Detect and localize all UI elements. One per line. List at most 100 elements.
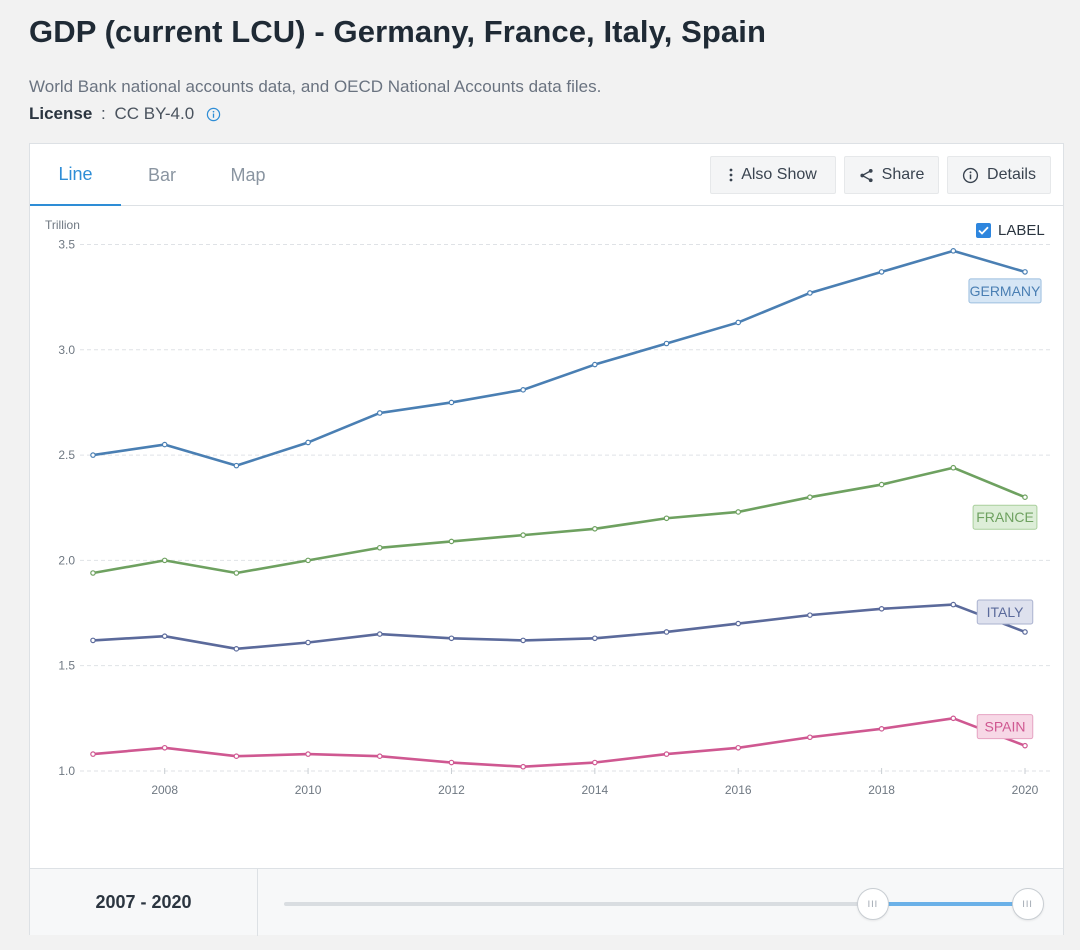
page-title: GDP (current LCU) - Germany, France, Ita…	[29, 14, 767, 49]
data-point-france	[878, 481, 885, 488]
data-point-spain	[735, 744, 742, 751]
data-point-germany	[161, 441, 168, 448]
x-tick-label: 2018	[868, 783, 895, 797]
data-point-germany	[592, 361, 598, 368]
y-tick-label: 3.0	[58, 343, 75, 357]
y-tick-label: 3.5	[58, 238, 75, 252]
data-point-france	[663, 515, 670, 522]
source-text: World Bank national accounts data, and O…	[29, 77, 602, 96]
data-point-spain	[520, 763, 526, 770]
checkbox-checked-icon[interactable]	[976, 223, 991, 238]
data-point-france	[807, 494, 813, 501]
x-tick-label: 2016	[725, 783, 752, 797]
series-label-italy: ITALY	[987, 604, 1024, 620]
data-point-france	[305, 557, 311, 564]
data-point-italy	[878, 606, 885, 612]
label-toggle-text: LABEL	[998, 222, 1045, 239]
data-point-spain	[161, 744, 168, 751]
data-point-germany	[807, 290, 813, 296]
data-point-spain	[950, 715, 957, 722]
data-point-germany	[305, 439, 311, 446]
x-tick-label: 2012	[438, 783, 465, 797]
details-button[interactable]: Details	[947, 156, 1051, 194]
info-circle-icon[interactable]	[206, 107, 221, 122]
data-point-italy	[376, 631, 383, 637]
tab-bar-chart[interactable]: Bar	[147, 164, 176, 185]
license-value: CC BY-4.0	[114, 104, 195, 123]
data-point-italy	[90, 637, 96, 644]
label-toggle[interactable]: LABEL	[976, 222, 1045, 239]
data-point-italy	[448, 635, 455, 642]
data-point-italy	[233, 646, 240, 652]
y-tick-label: 2.0	[58, 553, 75, 567]
details-label: Details	[987, 166, 1036, 183]
range-slider-start-handle[interactable]: III	[856, 888, 889, 920]
chart-card: Line Bar Map Also Show Share Details Tri…	[29, 143, 1064, 936]
series-label-germany: GERMANY	[970, 283, 1041, 299]
data-point-france	[376, 544, 383, 551]
data-point-spain	[90, 751, 96, 757]
also-show-label: Also Show	[741, 166, 817, 183]
data-point-spain	[448, 759, 455, 766]
series-label-france: FRANCE	[976, 509, 1034, 525]
data-point-germany	[1022, 269, 1028, 275]
data-point-spain	[878, 726, 885, 732]
range-footer: 2007 - 2020 III III	[30, 868, 1063, 936]
license-label: License	[29, 104, 93, 123]
x-tick-label: 2020	[1012, 783, 1039, 797]
data-point-italy	[592, 635, 598, 642]
data-point-germany	[950, 248, 957, 254]
data-point-france	[1022, 494, 1028, 501]
y-axis-unit-label: Trillion	[45, 218, 80, 232]
data-point-spain	[376, 753, 383, 760]
license-separator: :	[96, 104, 111, 123]
data-point-germany	[448, 399, 455, 406]
data-point-spain	[305, 751, 311, 757]
vertical-dots-icon	[729, 168, 733, 182]
also-show-button[interactable]: Also Show	[710, 156, 836, 194]
data-point-italy	[520, 637, 526, 644]
share-label: Share	[881, 166, 925, 183]
range-slider-track[interactable]	[284, 902, 1039, 906]
y-tick-label: 2.5	[58, 448, 75, 462]
series-line-france	[92, 466, 1026, 575]
data-point-germany	[735, 319, 742, 326]
data-point-germany	[376, 410, 383, 416]
data-point-france	[233, 570, 240, 576]
line-chart: 1.0 1.5 2.0 2.5 3.0 3.5 2008 2010 2012 2014 2016 20…	[58, 238, 1052, 797]
data-point-spain	[1022, 742, 1028, 749]
data-point-germany	[233, 462, 240, 469]
data-point-italy	[663, 629, 670, 635]
data-point-france	[90, 570, 96, 576]
series-label-box-italy	[976, 599, 1034, 625]
tab-map[interactable]: Map	[230, 164, 266, 185]
data-point-italy	[950, 601, 957, 608]
series-label-box-france	[972, 504, 1038, 530]
x-tick-label: 2008	[151, 783, 178, 797]
series-line-germany	[92, 249, 1026, 467]
data-point-germany	[520, 387, 526, 393]
data-point-france	[950, 464, 957, 471]
share-button[interactable]: Share	[844, 156, 939, 194]
data-point-france	[448, 538, 455, 545]
data-point-germany	[663, 340, 670, 347]
data-point-italy	[807, 612, 813, 618]
data-point-italy	[161, 633, 168, 639]
range-slider-end-handle[interactable]: III	[1011, 888, 1044, 920]
year-range-text: 2007 - 2020	[30, 869, 258, 936]
data-point-france	[520, 532, 526, 538]
share-icon	[859, 168, 874, 183]
series-label-box-spain	[976, 714, 1034, 740]
range-slider-fill	[872, 902, 1028, 906]
tab-line[interactable]: Line	[30, 144, 121, 206]
data-point-italy	[305, 639, 311, 646]
data-point-germany	[90, 452, 96, 458]
data-point-france	[592, 525, 598, 532]
y-tick-label: 1.0	[58, 764, 75, 778]
data-point-italy	[735, 620, 742, 627]
data-point-spain	[592, 759, 598, 766]
data-point-italy	[1022, 629, 1028, 635]
tab-bar: Line Bar Map Also Show Share Details	[30, 144, 1063, 206]
y-tick-label: 1.5	[58, 659, 75, 673]
series-label-box-germany	[968, 278, 1042, 304]
